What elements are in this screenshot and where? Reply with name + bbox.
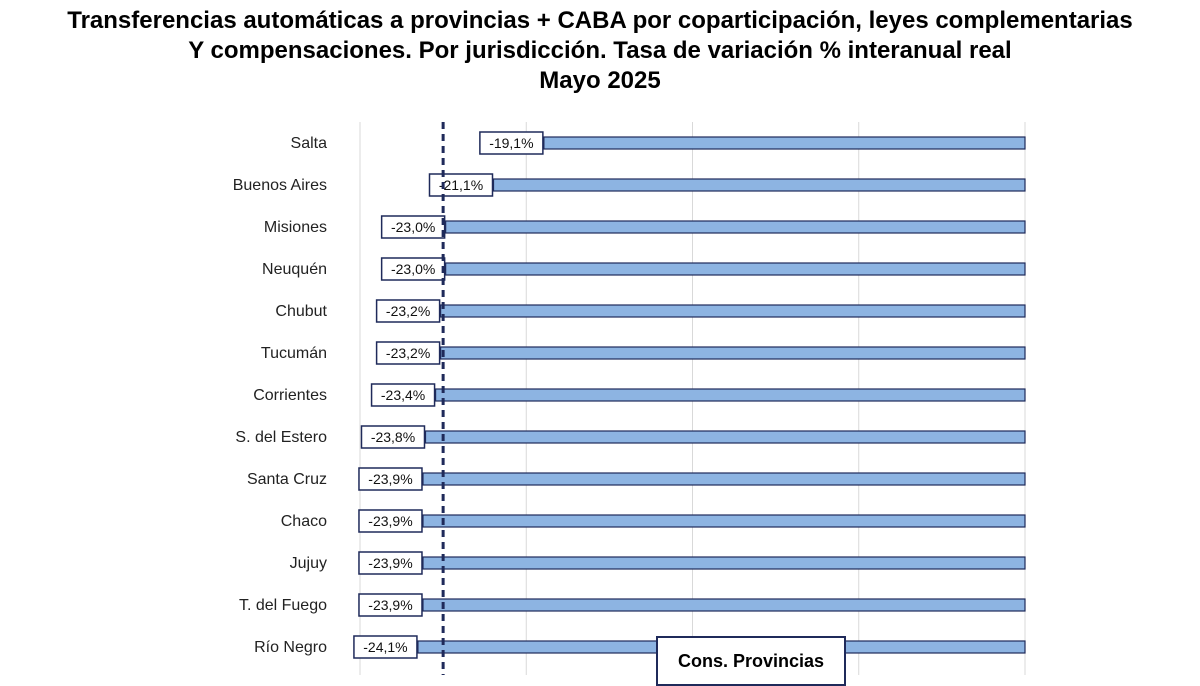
data-label-box: [375, 341, 441, 365]
bar: [440, 304, 1026, 318]
data-label-box: [358, 593, 423, 617]
data-label-box: [358, 509, 423, 533]
data-label-box: [353, 635, 418, 659]
data-label-box: [370, 383, 436, 407]
bar: [543, 136, 1026, 150]
data-label: -23,0%: [391, 261, 435, 277]
data-label: -23,9%: [368, 471, 412, 487]
data-label: -23,9%: [368, 513, 412, 529]
chart-title: Transferencias automáticas a provincias …: [0, 6, 1200, 96]
category-label: Buenos Aires: [233, 177, 327, 194]
data-label-box: [380, 215, 446, 239]
data-label-box: [428, 173, 494, 197]
bar: [422, 472, 1026, 486]
category-label: Santa Cruz: [247, 471, 327, 488]
bar: [434, 388, 1026, 402]
data-label-box: [358, 551, 423, 575]
category-label: Chaco: [281, 513, 327, 530]
title-line-3: Mayo 2025: [539, 67, 661, 94]
data-label-box: [375, 299, 441, 323]
reference-legend-label: Cons. Provincias: [677, 651, 825, 671]
data-label: -24,1%: [363, 639, 407, 655]
category-label: Neuquén: [262, 261, 327, 278]
category-label: Misiones: [264, 219, 327, 236]
data-label: -21,1%: [439, 177, 483, 193]
title-line-1: Transferencias automáticas a provincias …: [67, 7, 1133, 34]
data-label: -23,9%: [368, 597, 412, 613]
category-label: Tucumán: [261, 345, 327, 362]
data-label-box: [358, 467, 423, 491]
bar: [440, 346, 1026, 360]
bar: [422, 598, 1026, 612]
category-label: Río Negro: [254, 639, 327, 656]
bar: [424, 430, 1026, 444]
category-label: Corrientes: [253, 387, 327, 404]
reference-legend-box: Cons. Provincias: [656, 636, 846, 686]
data-label: -23,2%: [386, 303, 430, 319]
data-label: -23,0%: [391, 219, 435, 235]
category-label: Jujuy: [290, 555, 327, 572]
bar: [445, 220, 1026, 234]
bar: [445, 262, 1026, 276]
data-label: -23,4%: [381, 387, 425, 403]
data-label-box: [360, 425, 426, 449]
data-label-box: [479, 131, 544, 155]
data-label: -19,1%: [489, 135, 533, 151]
data-label-box: [380, 257, 446, 281]
data-label: -23,8%: [371, 429, 415, 445]
category-label: S. del Estero: [235, 429, 327, 446]
category-label: T. del Fuego: [239, 597, 327, 614]
data-label: -23,9%: [368, 555, 412, 571]
title-line-2: Y compensaciones. Por jurisdicción. Tasa…: [188, 37, 1012, 64]
bar: [422, 514, 1026, 528]
bar: [422, 556, 1026, 570]
data-label: -23,2%: [386, 345, 430, 361]
category-label: Chubut: [275, 303, 327, 320]
category-label: Salta: [291, 135, 328, 152]
bar: [492, 178, 1026, 192]
